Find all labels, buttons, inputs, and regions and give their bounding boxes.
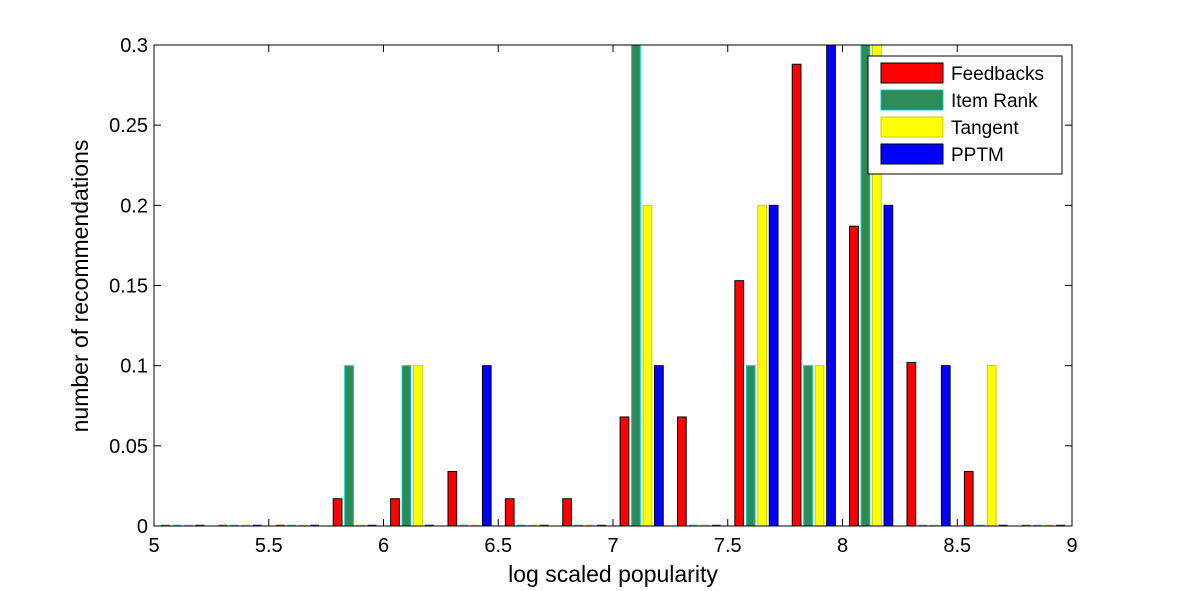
legend-label-item-rank: Item Rank [951,91,1038,112]
bar-tangent [757,204,768,527]
bar-item-rank [803,365,813,527]
x-axis-title: log scaled popularity [508,561,718,587]
legend: Feedbacks Item Rank Tangent PPTM [867,55,1063,175]
bar-tangent [642,204,653,527]
bar-feedbacks [791,63,802,527]
bar-feedbacks [619,416,630,527]
bar-feedbacks [734,280,745,527]
bar-feedbacks [849,225,859,527]
bar-feedbacks [504,498,515,527]
x-tick-label: 6.5 [484,535,512,557]
bar-feedbacks [390,498,400,527]
legend-swatch-tangent [880,116,944,138]
legend-swatch-item-rank [880,89,944,111]
x-tick-label: 5.5 [255,535,283,557]
bar-tangent [413,365,423,527]
y-tick-label: 0.15 [109,276,148,298]
bar-item-rank [631,44,641,527]
bar-tangent [814,365,825,527]
bar-item-rank [401,365,412,527]
legend-swatch-feedbacks [880,62,944,84]
legend-label-pptm: PPTM [951,145,1004,166]
bar-tangent [986,365,997,527]
x-tick-label: 7.5 [714,535,742,557]
x-tick-label: 8.5 [943,535,971,557]
bar-pptm [826,44,836,527]
x-tick-label: 6 [378,535,389,557]
legend-label-tangent: Tangent [951,118,1019,139]
ticks-group: 5 5.5 6 6.5 7 7.5 8 8.5 9 0 0.05 0.1 0.15 0.2 0.25 0.3 [109,35,1078,557]
bar-feedbacks [562,498,572,527]
bar-feedbacks [906,361,917,527]
bar-feedbacks [447,470,458,527]
legend-swatch-pptm [880,143,944,165]
y-axis-title: number of recommendations [67,140,93,433]
bar-pptm [654,365,664,527]
y-tick-label: 0.05 [109,436,148,458]
bar-item-rank [745,365,756,527]
bar-pptm [481,365,492,527]
x-tick-label: 9 [1066,535,1077,557]
y-tick-label: 0.25 [109,115,148,137]
bar-pptm [883,204,894,527]
bar-pptm [768,204,779,527]
y-tick-label: 0.3 [120,35,148,57]
legend-label-feedbacks: Feedbacks [951,64,1044,85]
y-tick-label: 0.1 [120,356,148,378]
y-tick-label: 0 [137,516,148,538]
bar-feedbacks [676,416,687,527]
x-tick-label: 7 [607,535,618,557]
bar-feedbacks [963,470,974,527]
bar-feedbacks [332,498,343,527]
bar-pptm [940,365,951,527]
x-tick-label: 5 [148,535,159,557]
bar-item-rank [344,365,354,527]
x-tick-label: 8 [837,535,848,557]
y-tick-label: 0.2 [120,195,148,217]
